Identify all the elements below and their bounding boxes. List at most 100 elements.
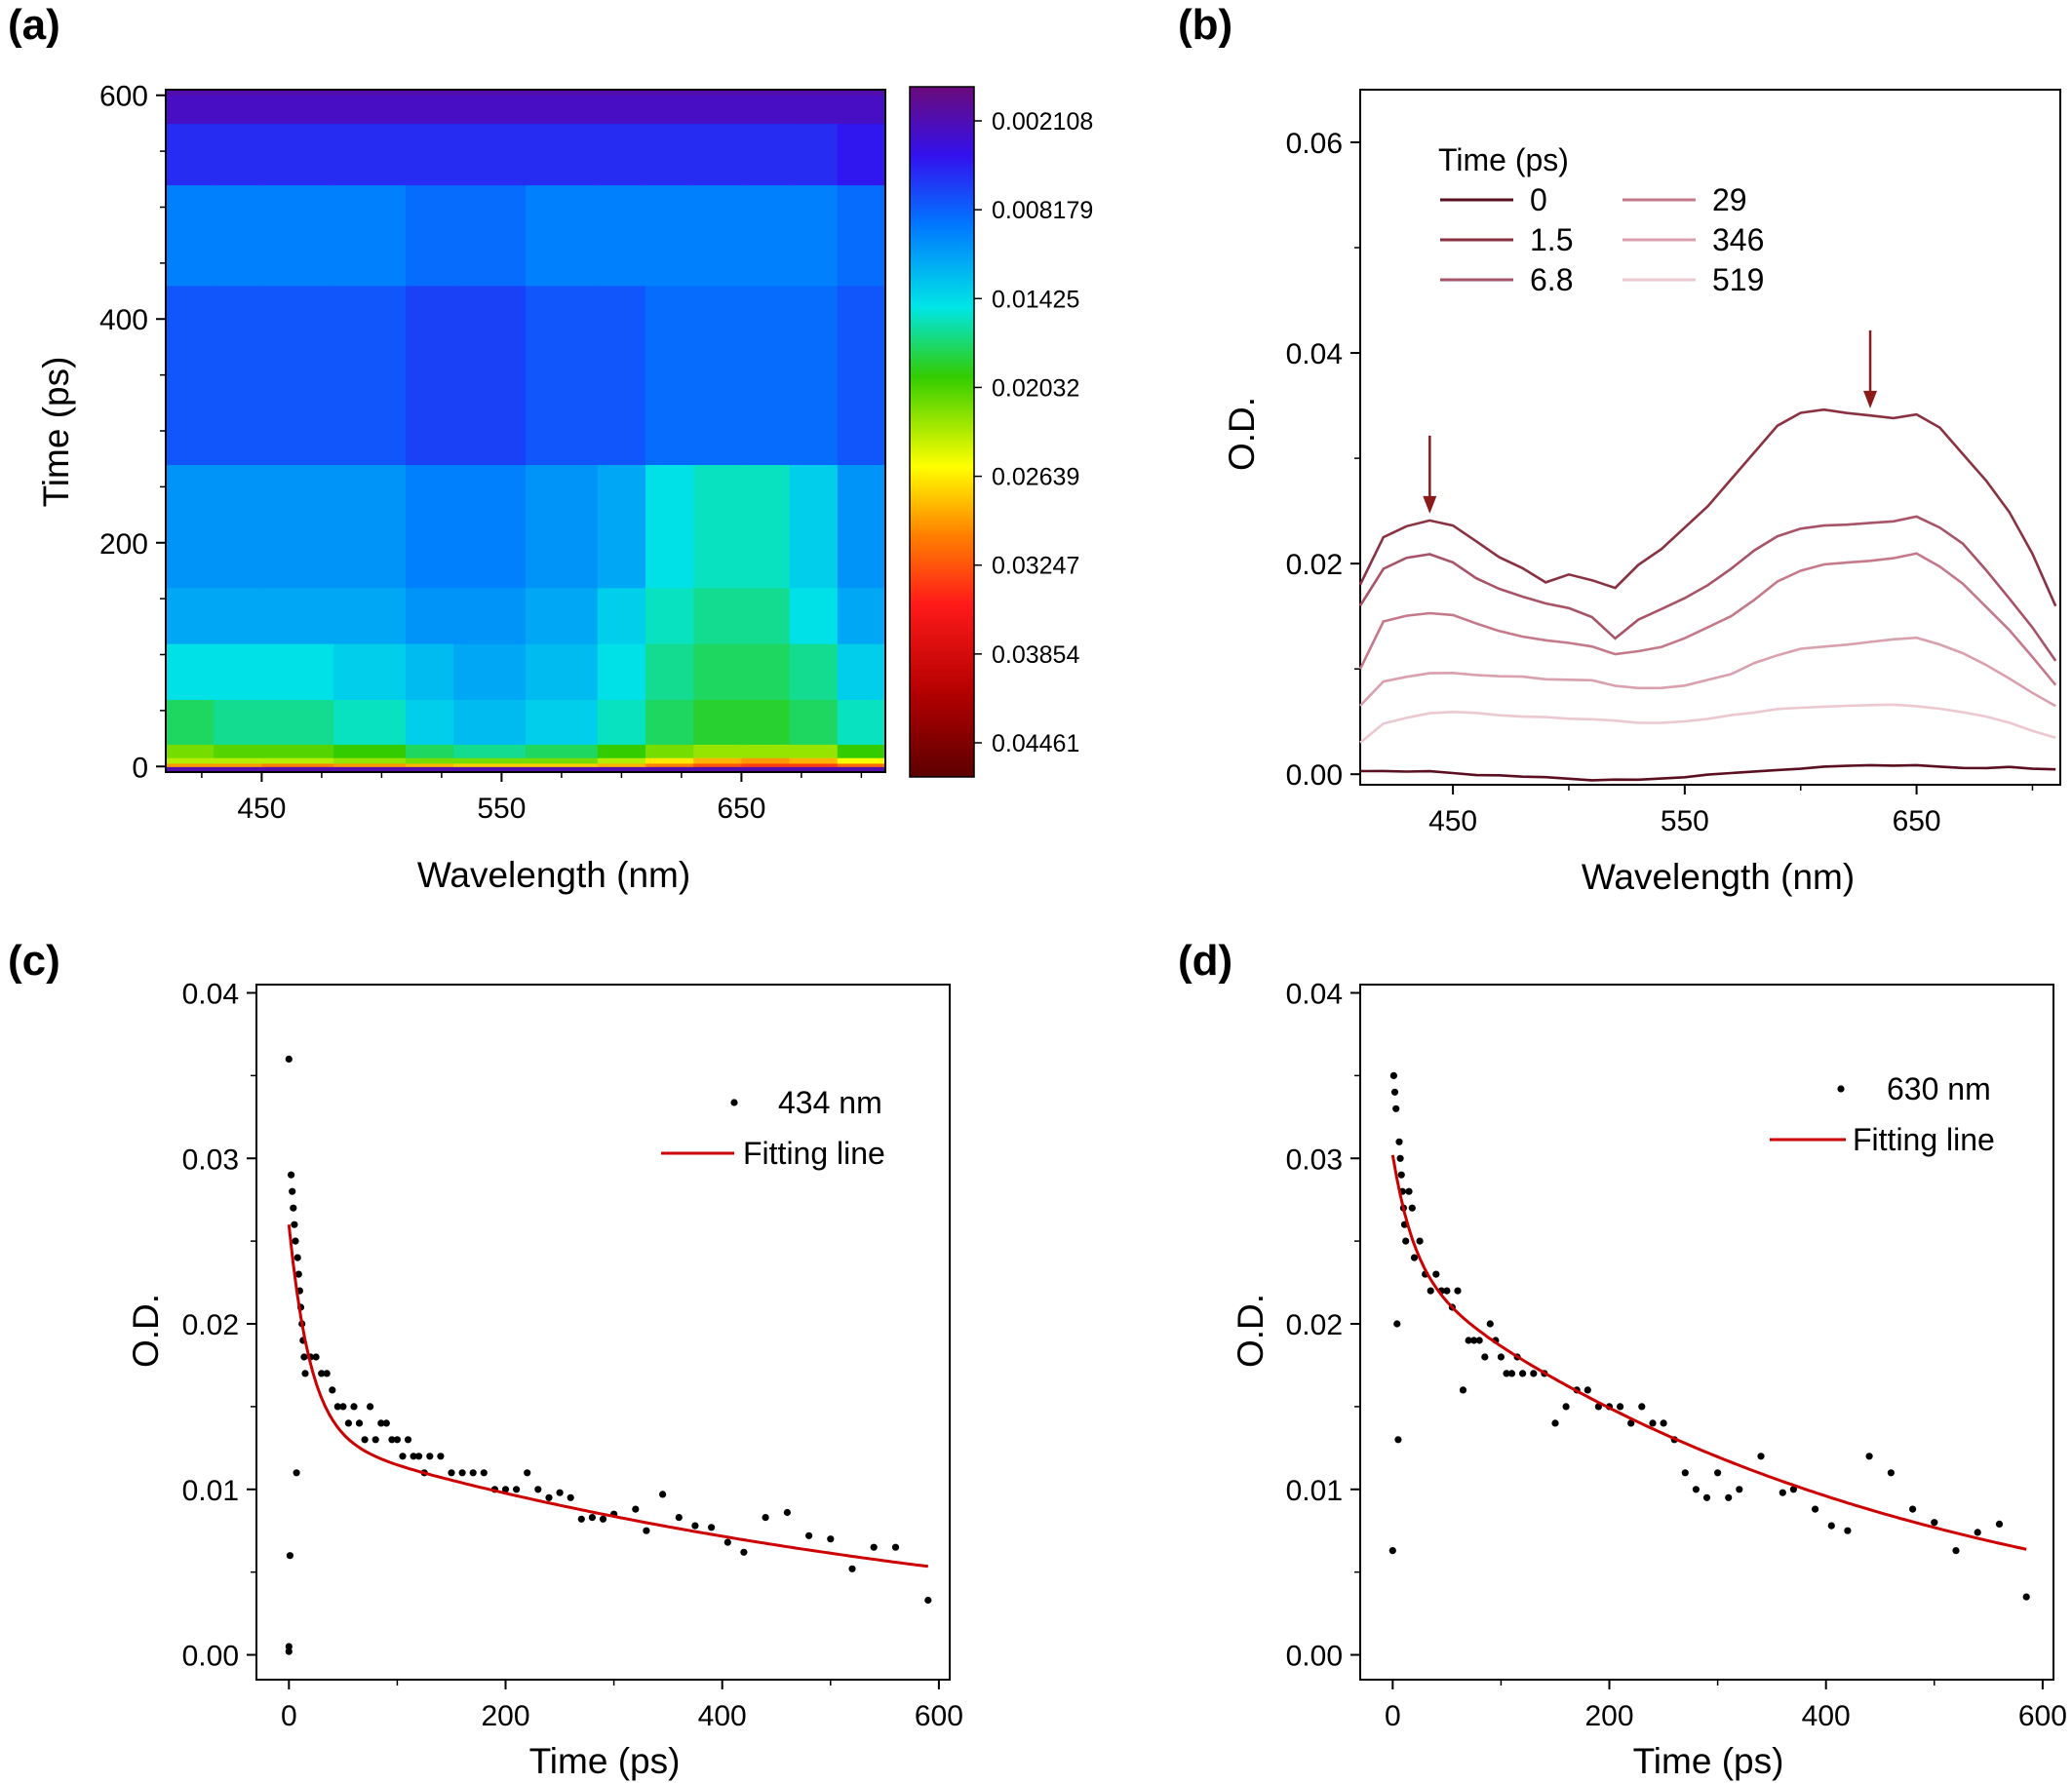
heatmap-cell <box>645 587 694 644</box>
data-point <box>675 1514 683 1522</box>
data-point <box>312 1353 320 1361</box>
heatmap-cell <box>261 744 334 758</box>
heatmap-cell <box>597 464 646 589</box>
heatmap-cell <box>837 285 885 466</box>
legend-label-519: 519 <box>1712 262 1764 297</box>
colorbar-tick-label: 0.02639 <box>992 464 1079 491</box>
c-xtick-label: 400 <box>698 1700 747 1732</box>
data-point <box>469 1469 477 1477</box>
heatmap-cell <box>166 762 215 767</box>
heatmap-cell <box>166 757 215 764</box>
legend-title-b: Time (ps) <box>1438 142 1569 177</box>
data-point <box>827 1535 835 1543</box>
heatmap-cell <box>837 95 885 125</box>
spectrum-line-1.5 <box>1358 407 2057 607</box>
b-ytick-label: 0.02 <box>1286 549 1343 581</box>
data-point <box>1530 1370 1538 1377</box>
data-point <box>924 1596 932 1605</box>
heatmap-cell <box>693 699 742 745</box>
heatmap-cell <box>789 643 839 701</box>
plot-frame-b <box>1359 89 2061 786</box>
heatmap-cell <box>837 587 885 644</box>
scatter-panel-c: 0 200 400 600 0.00 0.01 0.02 0.03 0.04 434 nm Fi… <box>126 978 963 1781</box>
y-axis-title-a: Time (ps) <box>36 357 76 508</box>
spectrum-line-29 <box>1358 552 2057 686</box>
heatmap-cell <box>837 464 885 589</box>
data-point <box>1459 1386 1467 1394</box>
heatmap-cell <box>166 464 215 589</box>
heatmap-cell <box>693 184 742 287</box>
a-xtick-label: 550 <box>477 793 526 825</box>
spectrum-line-346 <box>1359 636 2056 708</box>
data-point <box>2022 1593 2030 1601</box>
heatmap-cell <box>406 95 454 125</box>
heatmap-cell <box>645 184 694 287</box>
heatmap-cell <box>214 744 262 758</box>
data-point <box>1887 1469 1895 1477</box>
heatmap-cell <box>214 123 262 186</box>
axes-d: 0 200 400 600 0.00 0.01 0.02 0.03 0.04 <box>1286 978 2067 1732</box>
heatmap-cell <box>261 95 334 125</box>
legend-marker-d <box>1837 1085 1845 1093</box>
arrows <box>1423 329 1878 514</box>
data-point <box>367 1403 374 1411</box>
heatmap-cell <box>261 762 334 767</box>
data-point <box>1779 1489 1786 1496</box>
data-point <box>371 1436 379 1444</box>
heatmap-cell <box>645 762 694 767</box>
heatmap-cell <box>214 643 262 701</box>
data-point <box>1454 1287 1462 1295</box>
data-point <box>1481 1353 1489 1361</box>
heatmap-cell <box>166 184 215 287</box>
data-point <box>1507 1370 1516 1377</box>
data-point <box>588 1514 597 1522</box>
colorbar-ticks: 0.002108 0.008179 0.01425 0.02032 0.02639 0.0… <box>974 108 1093 757</box>
data-point <box>404 1436 412 1444</box>
c-ytick-label: 0.00 <box>182 1641 239 1673</box>
data-point <box>1390 1088 1399 1096</box>
data-point <box>294 1270 302 1278</box>
data-point <box>382 1419 390 1427</box>
data-point <box>691 1522 699 1530</box>
heatmap-cell <box>453 643 527 701</box>
heatmap-cell <box>837 757 885 764</box>
heatmap-cell <box>645 699 694 745</box>
spectrum-line-519 <box>1359 703 2056 744</box>
data-point <box>1465 1337 1472 1344</box>
data-point <box>318 1370 326 1377</box>
heatmap-cell <box>453 285 527 466</box>
heatmap-cell <box>214 757 262 764</box>
heatmap-cell <box>261 123 334 186</box>
c-xtick-label: 600 <box>915 1700 963 1732</box>
data-point <box>1443 1287 1451 1295</box>
heatmap-cell <box>693 464 742 589</box>
heatmap-cell <box>261 643 334 701</box>
data-point <box>848 1565 856 1572</box>
data-point <box>577 1515 585 1523</box>
d-ytick-label: 0.01 <box>1286 1475 1343 1507</box>
a-ytick-label: 600 <box>99 81 148 113</box>
heatmap-cell <box>261 757 334 764</box>
data-point <box>1388 1547 1396 1555</box>
heatmap-cell <box>453 699 527 745</box>
data-point <box>301 1370 309 1377</box>
data-point <box>1486 1320 1494 1328</box>
heatmap-cell <box>333 762 407 767</box>
colorbar-tick-label: 0.008179 <box>992 197 1093 224</box>
data-point <box>333 1403 341 1411</box>
heatmap-cell <box>789 587 839 644</box>
heatmap-cell <box>214 762 262 767</box>
heatmap-cell <box>406 762 454 767</box>
data-point <box>1692 1486 1700 1493</box>
data-point <box>1397 1171 1405 1179</box>
data-point <box>300 1353 308 1361</box>
heatmap-cell <box>214 285 262 466</box>
heatmap-cell <box>261 285 334 466</box>
c-ytick-label: 0.02 <box>182 1309 239 1341</box>
heatmap-cell <box>406 587 454 644</box>
data-point <box>891 1543 900 1551</box>
data-point <box>1909 1505 1917 1513</box>
d-ytick-label: 0.04 <box>1286 978 1343 1010</box>
heatmap-cell <box>526 762 599 767</box>
